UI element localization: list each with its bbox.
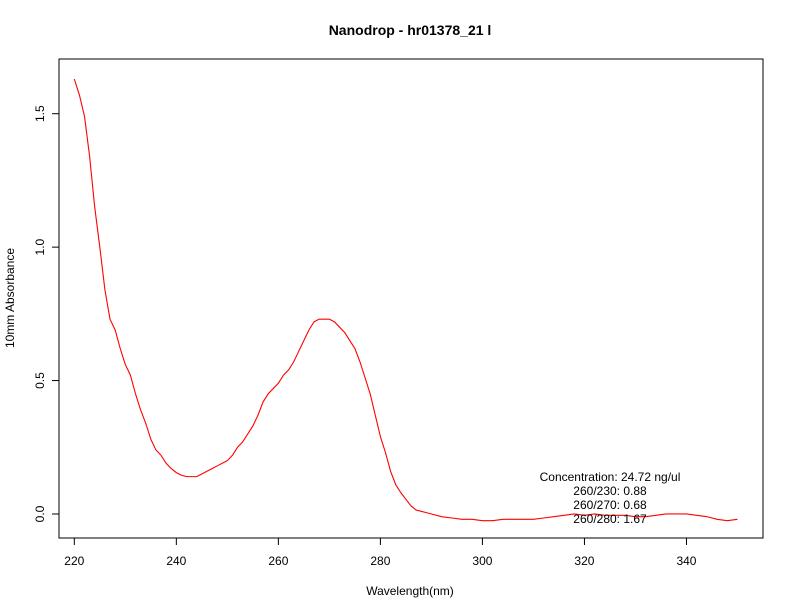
x-tick-label: 340 — [676, 554, 696, 568]
x-tick-label: 280 — [370, 554, 390, 568]
y-tick-label: 1.0 — [33, 238, 47, 255]
y-tick-label: 1.5 — [33, 105, 47, 122]
x-tick-label: 320 — [574, 554, 594, 568]
absorbance-line — [73, 78, 738, 522]
ratio-260-230-note: 260/230: 0.88 — [573, 484, 647, 498]
y-axis-label: 10mm Absorbance — [3, 248, 17, 348]
x-tick-label: 300 — [472, 554, 492, 568]
chart-title: Nanodrop - hr01378_21 l — [329, 22, 492, 38]
plot-frame — [58, 58, 764, 539]
x-tick-label: 240 — [166, 554, 186, 568]
x-axis-label: Wavelength(nm) — [366, 584, 454, 598]
y-tick-label: 0.0 — [33, 505, 47, 522]
x-axis: 220 240 260 280 300 320 340 — [64, 538, 697, 568]
x-tick-label: 260 — [268, 554, 288, 568]
ratio-260-270-note: 260/270: 0.68 — [573, 498, 647, 512]
ratio-260-280-note: 260/280: 1.67 — [573, 512, 647, 526]
concentration-note: Concentration: 24.72 ng/ul — [540, 470, 681, 484]
y-axis: 0.0 0.5 1.0 1.5 — [33, 105, 59, 522]
y-tick-label: 0.5 — [33, 372, 47, 389]
x-tick-label: 220 — [64, 554, 84, 568]
